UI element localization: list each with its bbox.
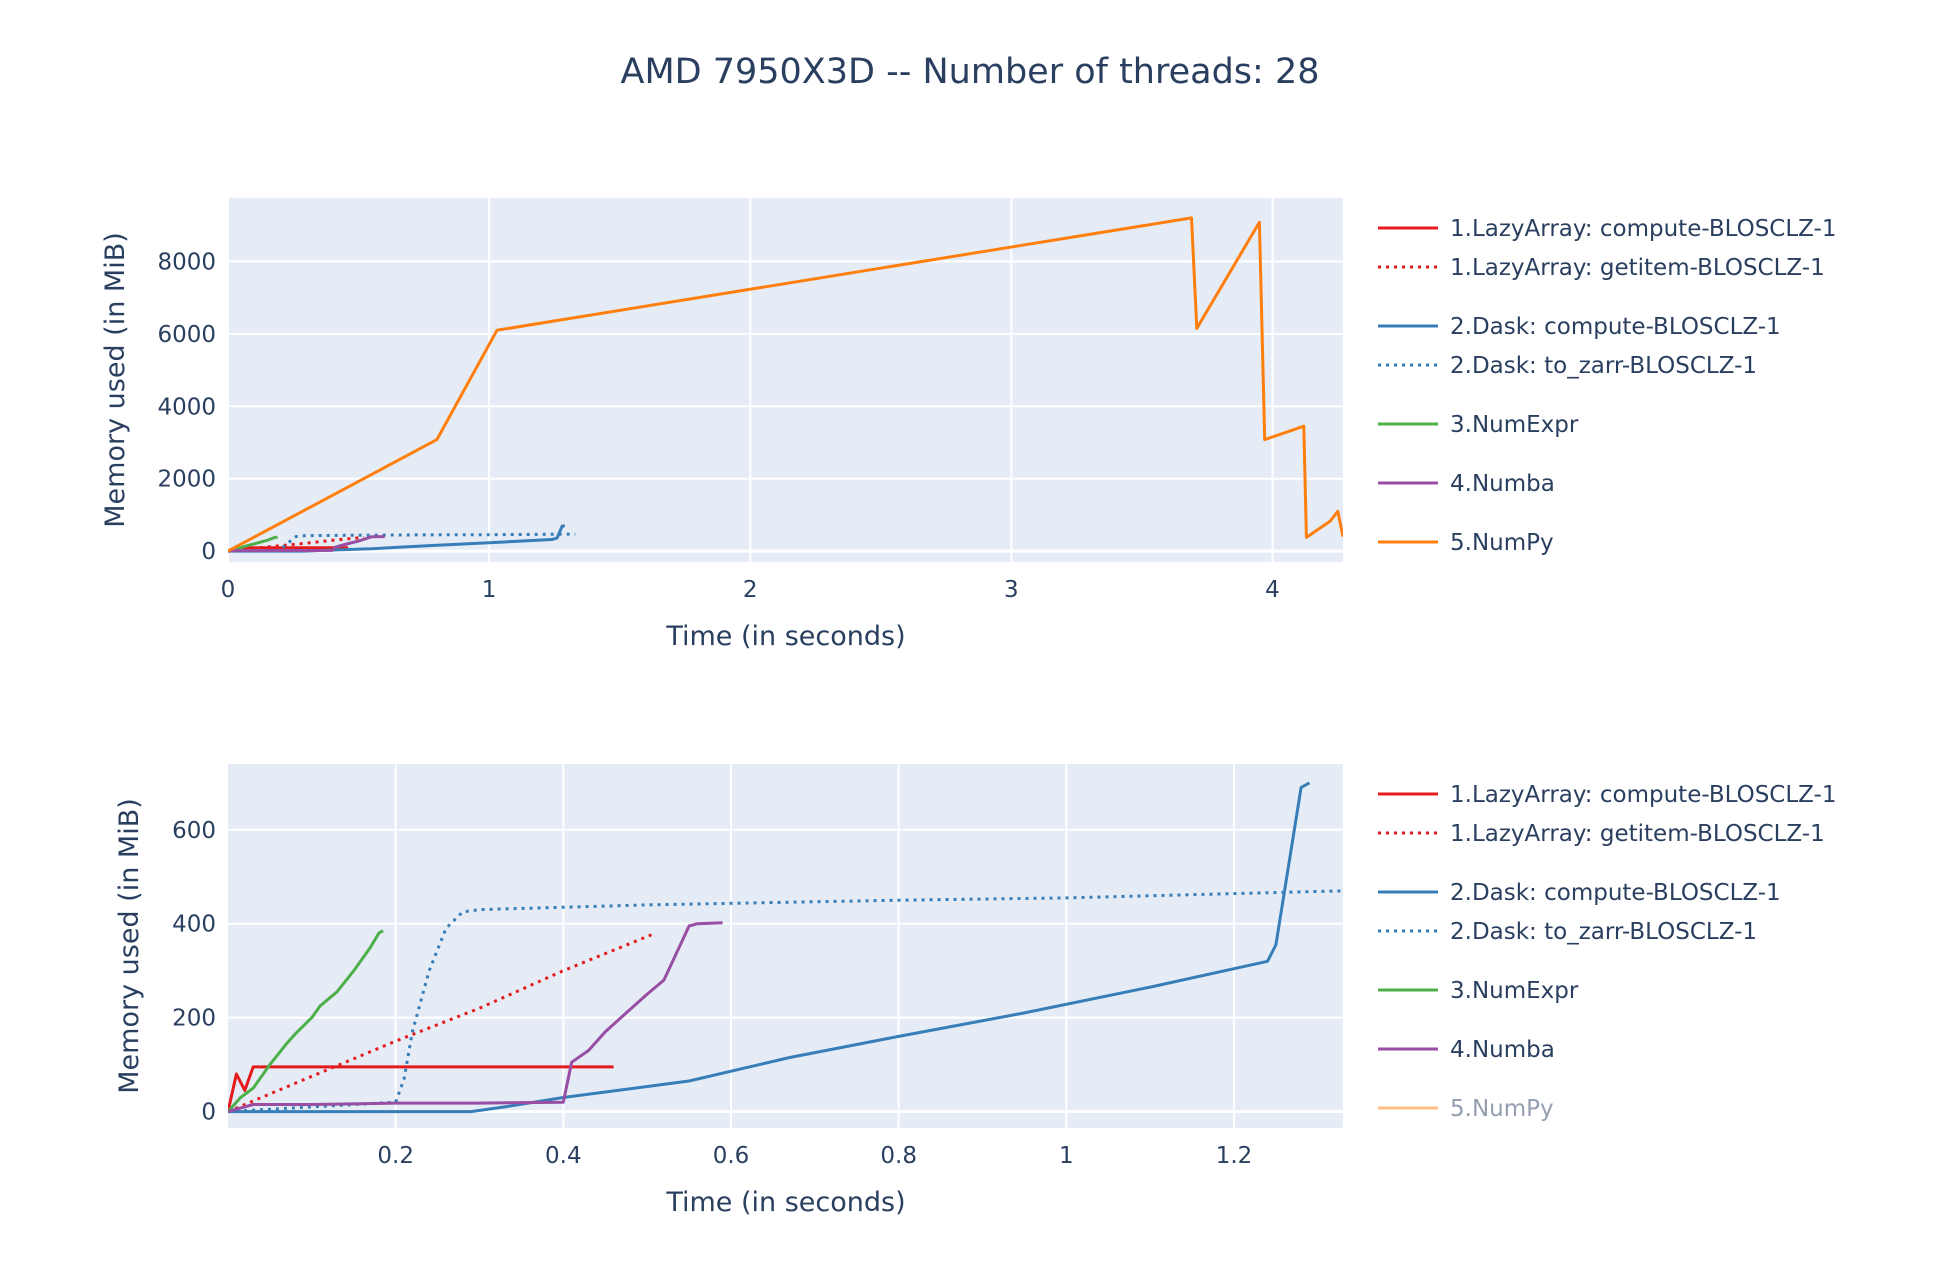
- legend-top: 1.LazyArray: compute-BLOSCLZ-1 1.LazyArra…: [1378, 216, 1836, 556]
- y-axis-title-top: Memory used (in MiB): [100, 232, 131, 527]
- legend-item[interactable]: 3.NumExpr: [1378, 412, 1579, 438]
- legend-label: 1.LazyArray: getitem-BLOSCLZ-1: [1450, 821, 1825, 847]
- legend-label: 2.Dask: compute-BLOSCLZ-1: [1450, 314, 1781, 340]
- chart-title: AMD 7950X3D -- Number of threads: 28: [620, 52, 1320, 92]
- x-tick-label: 3: [1004, 577, 1019, 603]
- legend-item[interactable]: 4.Numba: [1378, 1037, 1555, 1063]
- legend-label: 5.NumPy: [1450, 1096, 1554, 1122]
- legend-item[interactable]: 3.NumExpr: [1378, 978, 1579, 1004]
- series-line: [228, 216, 1343, 553]
- series-lines-top: [228, 216, 1343, 553]
- subplot-top: 0 1 2 3 4 0 2000 4000 6000 8000 Time (in seconds)…: [100, 198, 1836, 652]
- x-tick-label: 2: [743, 577, 758, 603]
- series-line: [228, 889, 1343, 1114]
- legend-label: 4.Numba: [1450, 1037, 1555, 1063]
- y-tick-label: 600: [172, 818, 216, 844]
- x-tick-label: 0.4: [545, 1143, 582, 1169]
- plot-area-top: [228, 198, 1343, 562]
- x-axis-title-top: Time (in seconds): [665, 621, 905, 652]
- legend-bottom: 1.LazyArray: compute-BLOSCLZ-1 1.LazyArra…: [1378, 782, 1836, 1122]
- ticks-top: 0 1 2 3 4 0 2000 4000 6000 8000: [157, 249, 1279, 603]
- x-tick-label: 4: [1265, 577, 1280, 603]
- series-line: [228, 535, 278, 553]
- legend-label: 1.LazyArray: getitem-BLOSCLZ-1: [1450, 255, 1825, 281]
- series-line: [228, 921, 723, 1114]
- y-tick-label: 200: [172, 1006, 216, 1032]
- x-tick-label: 0.6: [713, 1143, 750, 1169]
- legend-item[interactable]: 1.LazyArray: getitem-BLOSCLZ-1: [1378, 821, 1825, 847]
- y-tick-label: 4000: [157, 394, 216, 420]
- y-axis-title-bottom: Memory used (in MiB): [114, 798, 145, 1093]
- legend-item[interactable]: 5.NumPy: [1378, 1096, 1554, 1122]
- legend-label: 5.NumPy: [1450, 530, 1554, 556]
- y-tick-label: 6000: [157, 322, 216, 348]
- x-tick-label: 1: [1059, 1143, 1074, 1169]
- legend-item[interactable]: 5.NumPy: [1378, 530, 1554, 556]
- legend-label: 3.NumExpr: [1450, 412, 1579, 438]
- series-line: [228, 781, 1311, 1114]
- series-line: [228, 1065, 614, 1112]
- x-tick-label: 0.8: [880, 1143, 917, 1169]
- legend-item[interactable]: 1.LazyArray: getitem-BLOSCLZ-1: [1378, 255, 1825, 281]
- legend-label: 3.NumExpr: [1450, 978, 1579, 1004]
- legend-item[interactable]: 2.Dask: compute-BLOSCLZ-1: [1378, 314, 1781, 340]
- legend-item[interactable]: 2.Dask: compute-BLOSCLZ-1: [1378, 880, 1781, 906]
- y-tick-label: 8000: [157, 249, 216, 275]
- legend-label: 1.LazyArray: compute-BLOSCLZ-1: [1450, 782, 1836, 808]
- legend-label: 2.Dask: to_zarr-BLOSCLZ-1: [1450, 919, 1757, 945]
- y-tick-label: 0: [201, 539, 216, 565]
- legend-label: 4.Numba: [1450, 471, 1555, 497]
- gridlines-top: [227, 198, 1343, 562]
- series-line: [228, 535, 385, 553]
- y-tick-label: 2000: [157, 467, 216, 493]
- legend-item[interactable]: 2.Dask: to_zarr-BLOSCLZ-1: [1378, 353, 1757, 379]
- ticks-bottom: 0.2 0.4 0.6 0.8 1 1.2 0 200 400 600: [172, 818, 1252, 1169]
- legend-label: 2.Dask: compute-BLOSCLZ-1: [1450, 880, 1781, 906]
- series-line: [228, 929, 384, 1113]
- series-line: [228, 535, 364, 553]
- x-tick-label: 1: [482, 577, 497, 603]
- legend-item[interactable]: 1.LazyArray: compute-BLOSCLZ-1: [1378, 782, 1836, 808]
- legend-label: 2.Dask: to_zarr-BLOSCLZ-1: [1450, 353, 1757, 379]
- subplot-bottom: 0.2 0.4 0.6 0.8 1 1.2 0 200 400 600 Time (in seco…: [114, 764, 1836, 1218]
- x-tick-label: 1.2: [1216, 1143, 1253, 1169]
- series-lines-bottom: [228, 781, 1343, 1114]
- legend-item[interactable]: 2.Dask: to_zarr-BLOSCLZ-1: [1378, 919, 1757, 945]
- y-tick-label: 400: [172, 912, 216, 938]
- x-tick-label: 0: [221, 577, 236, 603]
- x-tick-label: 0.2: [377, 1143, 414, 1169]
- series-line: [228, 931, 657, 1113]
- legend-item[interactable]: 1.LazyArray: compute-BLOSCLZ-1: [1378, 216, 1836, 242]
- legend-item[interactable]: 4.Numba: [1378, 471, 1555, 497]
- series-line: [228, 532, 576, 553]
- x-axis-title-bottom: Time (in seconds): [665, 1187, 905, 1218]
- legend-label: 1.LazyArray: compute-BLOSCLZ-1: [1450, 216, 1836, 242]
- y-tick-label: 0: [201, 1100, 216, 1126]
